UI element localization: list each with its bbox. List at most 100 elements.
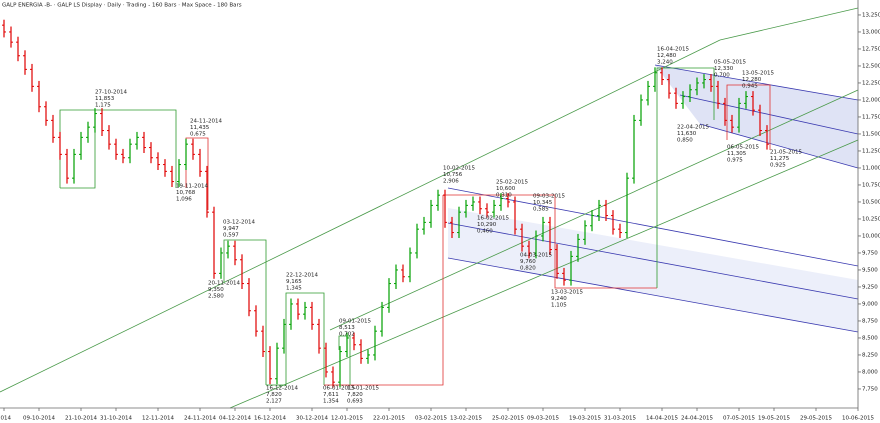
ohlc-bar — [422, 216, 426, 235]
ohlc-bar — [303, 301, 307, 320]
ohlc-bar — [436, 189, 440, 211]
ohlc-bar — [359, 339, 363, 364]
ohlc-bar — [625, 172, 629, 238]
ohlc-bar — [142, 131, 146, 153]
ohlc-bar — [212, 206, 216, 279]
x-tick-label: 2014 — [0, 416, 11, 422]
annotation: 2,580 — [208, 294, 224, 300]
annotation: 9,165 — [286, 279, 302, 285]
annotation: 2,127 — [266, 399, 282, 405]
y-tick-label: 10,750 — [862, 182, 880, 188]
ohlc-bar — [660, 67, 664, 85]
annotation: 21-05-2015 — [770, 150, 802, 156]
ohlc-bar — [709, 74, 713, 92]
ohlc-bar — [639, 94, 643, 126]
ohlc-bar — [429, 199, 433, 228]
ohlc-bar — [695, 77, 699, 96]
annotation: 11,435 — [190, 125, 210, 131]
ohlc-bar — [646, 80, 650, 106]
annotation: 10,345 — [533, 200, 553, 206]
ohlc-bar — [135, 131, 139, 150]
ohlc-bar — [184, 138, 188, 170]
ohlc-bar — [2, 19, 6, 38]
ohlc-bar — [247, 278, 251, 317]
annotation: 03-12-2014 — [223, 220, 255, 226]
annotation: 20-11-2014 — [208, 281, 240, 287]
annotation: 1,105 — [551, 303, 567, 309]
ohlc-bar — [716, 80, 720, 109]
ohlc-bar — [611, 210, 615, 235]
annotation: 22-04-2015 — [677, 125, 709, 131]
y-tick-label: 10,000 — [862, 233, 880, 239]
y-tick-label: 8,500 — [862, 335, 878, 341]
annotation: 09-03-2015 — [533, 194, 565, 200]
x-tick-label: 13-02-2015 — [450, 416, 482, 422]
annotation: 10-02-2015 — [443, 166, 475, 172]
annotation: 06-01-2015 — [323, 386, 355, 392]
y-tick-label: 13,250 — [862, 12, 880, 18]
annotation: 0,850 — [677, 138, 693, 144]
ohlc-bar — [23, 50, 27, 75]
ohlc-bar — [282, 318, 286, 354]
annotation: 7,611 — [323, 392, 339, 398]
annotation: 9,240 — [551, 296, 567, 302]
annotation: 13-01-2015 — [347, 386, 379, 392]
ohlc-bar — [653, 67, 657, 92]
ohlc-bar — [597, 199, 601, 221]
ohlc-bar — [667, 74, 671, 99]
ohlc-bar — [555, 244, 559, 279]
annotation: 09-01-2015 — [339, 319, 371, 325]
x-tick-label: 19-05-2015 — [758, 416, 790, 422]
annotation: 0,597 — [223, 233, 239, 239]
annotation: 06-05-2015 — [727, 145, 759, 151]
ohlc-bar — [58, 131, 62, 160]
ohlc-bar — [16, 36, 20, 62]
annotation: 3,240 — [657, 60, 673, 66]
y-tick-label: 7,750 — [862, 386, 878, 392]
ohlc-bar — [464, 199, 468, 218]
annotation: 11,305 — [727, 151, 747, 157]
ohlc-bar — [506, 193, 510, 208]
annotation: 27-10-2014 — [95, 90, 127, 96]
ohlc-bar — [289, 298, 293, 330]
annotation: 8,513 — [339, 325, 355, 331]
annotation: 12,330 — [714, 66, 734, 72]
annotation: 19-11-2014 — [176, 184, 208, 190]
annotation: 0,975 — [727, 158, 743, 164]
y-tick-label: 9,500 — [862, 267, 878, 273]
annotation: 7,820 — [347, 392, 363, 398]
annotation: 13-05-2015 — [742, 71, 774, 77]
ohlc-bar — [79, 131, 83, 160]
ohlc-bar — [408, 247, 412, 283]
ohlc-bar — [128, 138, 132, 164]
annotation: 13-03-2015 — [551, 290, 583, 296]
y-tick-label: 9,750 — [862, 250, 878, 256]
y-tick-label: 12,250 — [862, 80, 880, 86]
ohlc-bar — [471, 196, 475, 211]
annotation: 1,096 — [176, 197, 192, 203]
ohlc-bar — [457, 206, 461, 238]
ohlc-bar — [107, 125, 111, 150]
ohlc-bar — [562, 267, 566, 286]
ohlc-bar — [674, 87, 678, 109]
ohlc-bar — [149, 142, 153, 164]
annotation: 12,480 — [657, 53, 677, 59]
y-tick-label: 12,750 — [862, 46, 880, 52]
y-tick-label: 12,500 — [862, 63, 880, 69]
ohlc-bar — [296, 298, 300, 320]
annotation: 0,693 — [347, 399, 363, 405]
ohlc-bar — [590, 210, 594, 232]
x-tick-label: 24-04-2015 — [681, 416, 713, 422]
annotation: 10,768 — [176, 190, 196, 196]
ohlc-bar — [170, 165, 174, 187]
ohlc-bar — [233, 240, 237, 266]
ohlc-bar — [275, 342, 279, 385]
ohlc-bar — [569, 250, 573, 286]
ohlc-bar — [100, 108, 104, 136]
annotation: 0,700 — [714, 73, 730, 79]
y-tick-label: 11,250 — [862, 148, 880, 154]
annotation: 0,310 — [496, 193, 512, 199]
ohlc-bar — [86, 121, 90, 143]
ohlc-bar — [366, 349, 370, 364]
